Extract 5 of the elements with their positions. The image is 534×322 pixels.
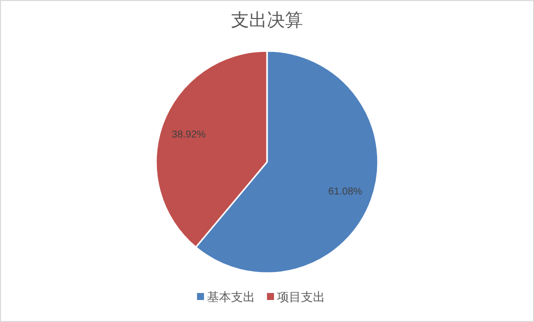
data-label: 38.92% bbox=[172, 130, 206, 141]
chart-title: 支出决算 bbox=[231, 10, 303, 30]
legend-label: 项目支出 bbox=[277, 290, 325, 304]
legend-label: 基本支出 bbox=[207, 290, 255, 304]
data-label: 61.08% bbox=[328, 186, 362, 198]
